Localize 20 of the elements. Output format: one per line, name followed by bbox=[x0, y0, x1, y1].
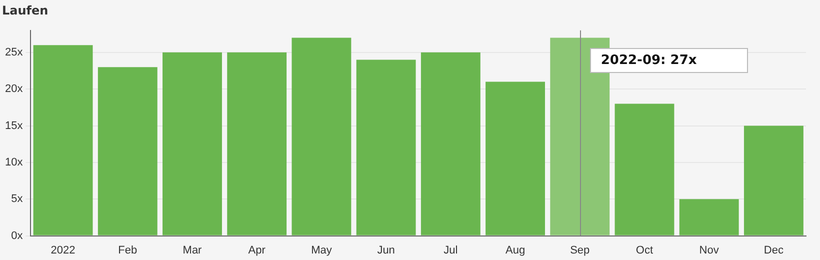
y-tick-label: 25x bbox=[4, 46, 24, 58]
y-tick-label: 15x bbox=[4, 120, 24, 132]
x-tick-label: Jun bbox=[377, 244, 395, 256]
y-tick-label: 10x bbox=[4, 156, 24, 168]
x-tick-label: Jul bbox=[444, 244, 458, 256]
x-tick-label: Apr bbox=[248, 244, 266, 256]
x-tick-label: Feb bbox=[118, 244, 138, 256]
tooltip: 2022-09: 27x bbox=[590, 48, 748, 73]
x-tick-label: Oct bbox=[636, 244, 654, 256]
y-tick-label: 5x bbox=[11, 193, 24, 206]
x-tick-label: Dec bbox=[764, 244, 784, 256]
x-tick-label: Aug bbox=[505, 244, 526, 256]
x-tick-label: May bbox=[311, 244, 332, 256]
y-tick-label: 20x bbox=[4, 83, 24, 96]
x-tick-label: Nov bbox=[699, 244, 720, 256]
y-tick-label: 0x bbox=[11, 230, 24, 242]
chart-title: Laufen bbox=[2, 3, 48, 18]
x-tick-label: Mar bbox=[182, 244, 202, 256]
x-tick-label: Sep bbox=[570, 244, 590, 256]
x-tick-label: 2022 bbox=[50, 244, 76, 256]
